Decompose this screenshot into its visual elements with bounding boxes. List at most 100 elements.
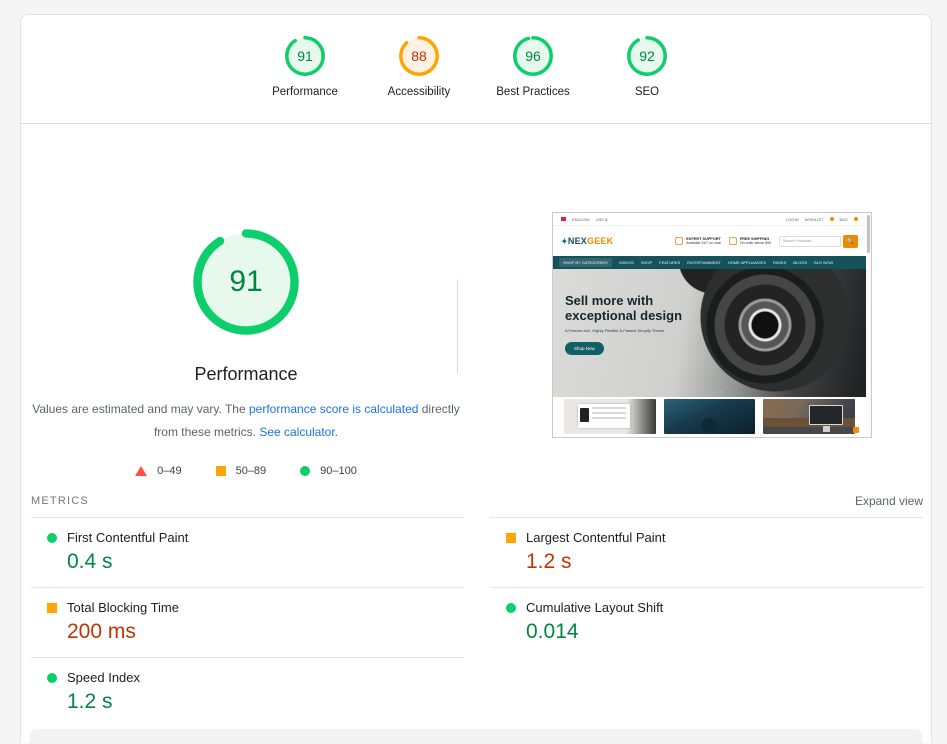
score-value: 96 [525, 48, 541, 64]
next-section-bar [29, 729, 923, 744]
shipping-info: FREE SHIPPING On order above $99 [728, 237, 771, 246]
seo-gauge: 92 [626, 35, 668, 77]
nav-gauge-accessibility[interactable]: 88 Accessibility [376, 35, 462, 98]
score-value: 91 [297, 48, 313, 64]
metrics-column-right: Largest Contentful Paint 1.2 s Cumulativ… [490, 517, 923, 727]
nav-item: HOME APPLIANCES [727, 260, 766, 265]
nav-gauge-best-practices[interactable]: 96 Best Practices [490, 35, 576, 98]
performance-gauge: 91 [284, 35, 326, 77]
metric-name: Total Blocking Time [67, 600, 179, 615]
product-image [580, 408, 589, 422]
metric-speed-index: Speed Index 1.2 s [31, 657, 464, 727]
nav-item: BLOGS [793, 260, 808, 265]
shipping-subtitle: On order above $99 [739, 241, 771, 245]
average-square-icon [215, 466, 226, 476]
support-info: EXPERT SUPPORT Available 24/7 on chat [675, 237, 721, 246]
nav-item: PAGES [772, 260, 787, 265]
hero-title: Sell more with exceptional design [565, 293, 683, 323]
metric-name: Largest Contentful Paint [526, 530, 666, 545]
site-nav-bar: SHOP BY CATEGORIES VIDEOS SHOP FEATURES … [553, 256, 866, 269]
shipping-icon [728, 237, 737, 245]
see-calculator-link[interactable]: See calculator. [259, 425, 339, 439]
support-text: EXPERT SUPPORT Available 24/7 on chat [686, 237, 721, 246]
section-title: Performance [194, 364, 298, 384]
nav-gauge-performance[interactable]: 91 Performance [262, 35, 348, 98]
nav-item: BUY NOW [814, 260, 834, 265]
nav-gauge-seo[interactable]: 92 SEO [604, 35, 690, 98]
category-label: Best Practices [496, 86, 570, 98]
shop-now-button: Shop Now [565, 342, 604, 355]
pass-circle-icon [506, 602, 516, 613]
metric-value: 1.2 s [526, 550, 572, 573]
thumbnail-scrollbar [866, 213, 871, 437]
legend-range: 90–100 [320, 465, 357, 477]
fail-triangle-icon [135, 466, 148, 476]
metric-value: 200 ms [67, 620, 136, 643]
wishlist-count-badge [829, 217, 834, 221]
page-screenshot-thumbnail: ENGLISH USD $ LOGIN WISHLIST BAG ✦NEXGEE… [552, 212, 872, 438]
metric-name: First Contentful Paint [67, 530, 189, 545]
bag-link: BAG [839, 216, 848, 222]
product-tile [564, 399, 656, 434]
disclaimer-text: Values are estimated and may vary. The [32, 402, 249, 416]
bag-count-badge [854, 217, 858, 221]
metrics-section: METRICS Expand view First Contentful Pai… [31, 484, 923, 727]
search-input: Search Products... [779, 235, 841, 247]
vertical-divider [457, 279, 458, 374]
metric-name: Speed Index [67, 670, 141, 685]
category-score-nav: 91 Performance 88 Accessibility 96 Best … [21, 15, 931, 124]
metric-largest-contentful-paint: Largest Contentful Paint 1.2 s [490, 517, 923, 587]
site-utility-bar: ENGLISH USD $ LOGIN WISHLIST BAG [553, 213, 866, 226]
product-tiles-row [553, 397, 866, 437]
legend-pass: 90–100 [300, 465, 357, 477]
expand-view-button[interactable]: Expand view [854, 494, 923, 508]
product-tile [663, 399, 756, 434]
nav-item: SHOP [640, 260, 653, 265]
metric-total-blocking-time: Total Blocking Time 200 ms [31, 587, 464, 657]
support-icon [675, 237, 684, 245]
shipping-text: FREE SHIPPING On order above $99 [740, 237, 771, 246]
metric-cumulative-layout-shift: Cumulative Layout Shift 0.014 [490, 587, 923, 657]
site-search: Search Products... 🔍 [779, 234, 858, 248]
carousel-dots [709, 391, 722, 393]
calc-explainer-link[interactable]: performance score is calculated [249, 402, 419, 416]
metrics-grid: First Contentful Paint 0.4 s Total Block… [31, 517, 923, 727]
average-square-icon [506, 532, 516, 543]
metric-value: 0.014 [526, 620, 579, 643]
performance-score-value: 91 [229, 265, 263, 298]
wishlist-link: WISHLIST [804, 216, 824, 222]
legend-fail: 0–49 [135, 465, 182, 477]
metrics-header: METRICS Expand view [31, 494, 923, 508]
metric-name: Cumulative Layout Shift [526, 600, 664, 615]
legend-average: 50–89 [215, 465, 266, 477]
language-select: ENGLISH [572, 216, 590, 222]
performance-score-block: 91 Performance Values are estimated and … [21, 124, 471, 477]
support-title: EXPERT SUPPORT [686, 236, 721, 241]
nav-item: FEATURES [659, 260, 681, 265]
accessibility-gauge: 88 [398, 35, 440, 77]
score-disclaimer: Values are estimated and may vary. The p… [31, 398, 461, 444]
pass-circle-icon [300, 466, 311, 476]
score-value: 92 [639, 48, 655, 64]
scrollbar-thumb [867, 215, 870, 253]
average-square-icon [47, 602, 57, 613]
nav-item: SHOP BY CATEGORIES [559, 258, 612, 267]
performance-summary-section: 91 Performance Values are estimated and … [21, 124, 931, 484]
nav-item: VIDEOS [618, 260, 634, 265]
category-label: Performance [272, 86, 338, 98]
product-tile [763, 399, 856, 434]
metric-value: 1.2 s [67, 690, 113, 713]
site-header: ✦NEXGEEK EXPERT SUPPORT Available 24/7 on… [553, 226, 866, 256]
support-subtitle: Available 24/7 on chat [686, 241, 721, 245]
metric-value: 0.4 s [67, 550, 113, 573]
best-practices-gauge: 96 [512, 35, 554, 77]
logo-prefix: NEX [567, 236, 588, 246]
category-label: Accessibility [387, 86, 451, 98]
metric-first-contentful-paint: First Contentful Paint 0.4 s [31, 517, 464, 587]
site-logo: ✦NEXGEEK [561, 236, 613, 246]
nav-item: ENTERTAINMENT [687, 260, 721, 265]
logo-suffix: GEEK [587, 236, 614, 246]
scroll-top-button [853, 427, 859, 433]
category-label: SEO [634, 86, 660, 98]
currency-select: USD $ [595, 216, 608, 222]
